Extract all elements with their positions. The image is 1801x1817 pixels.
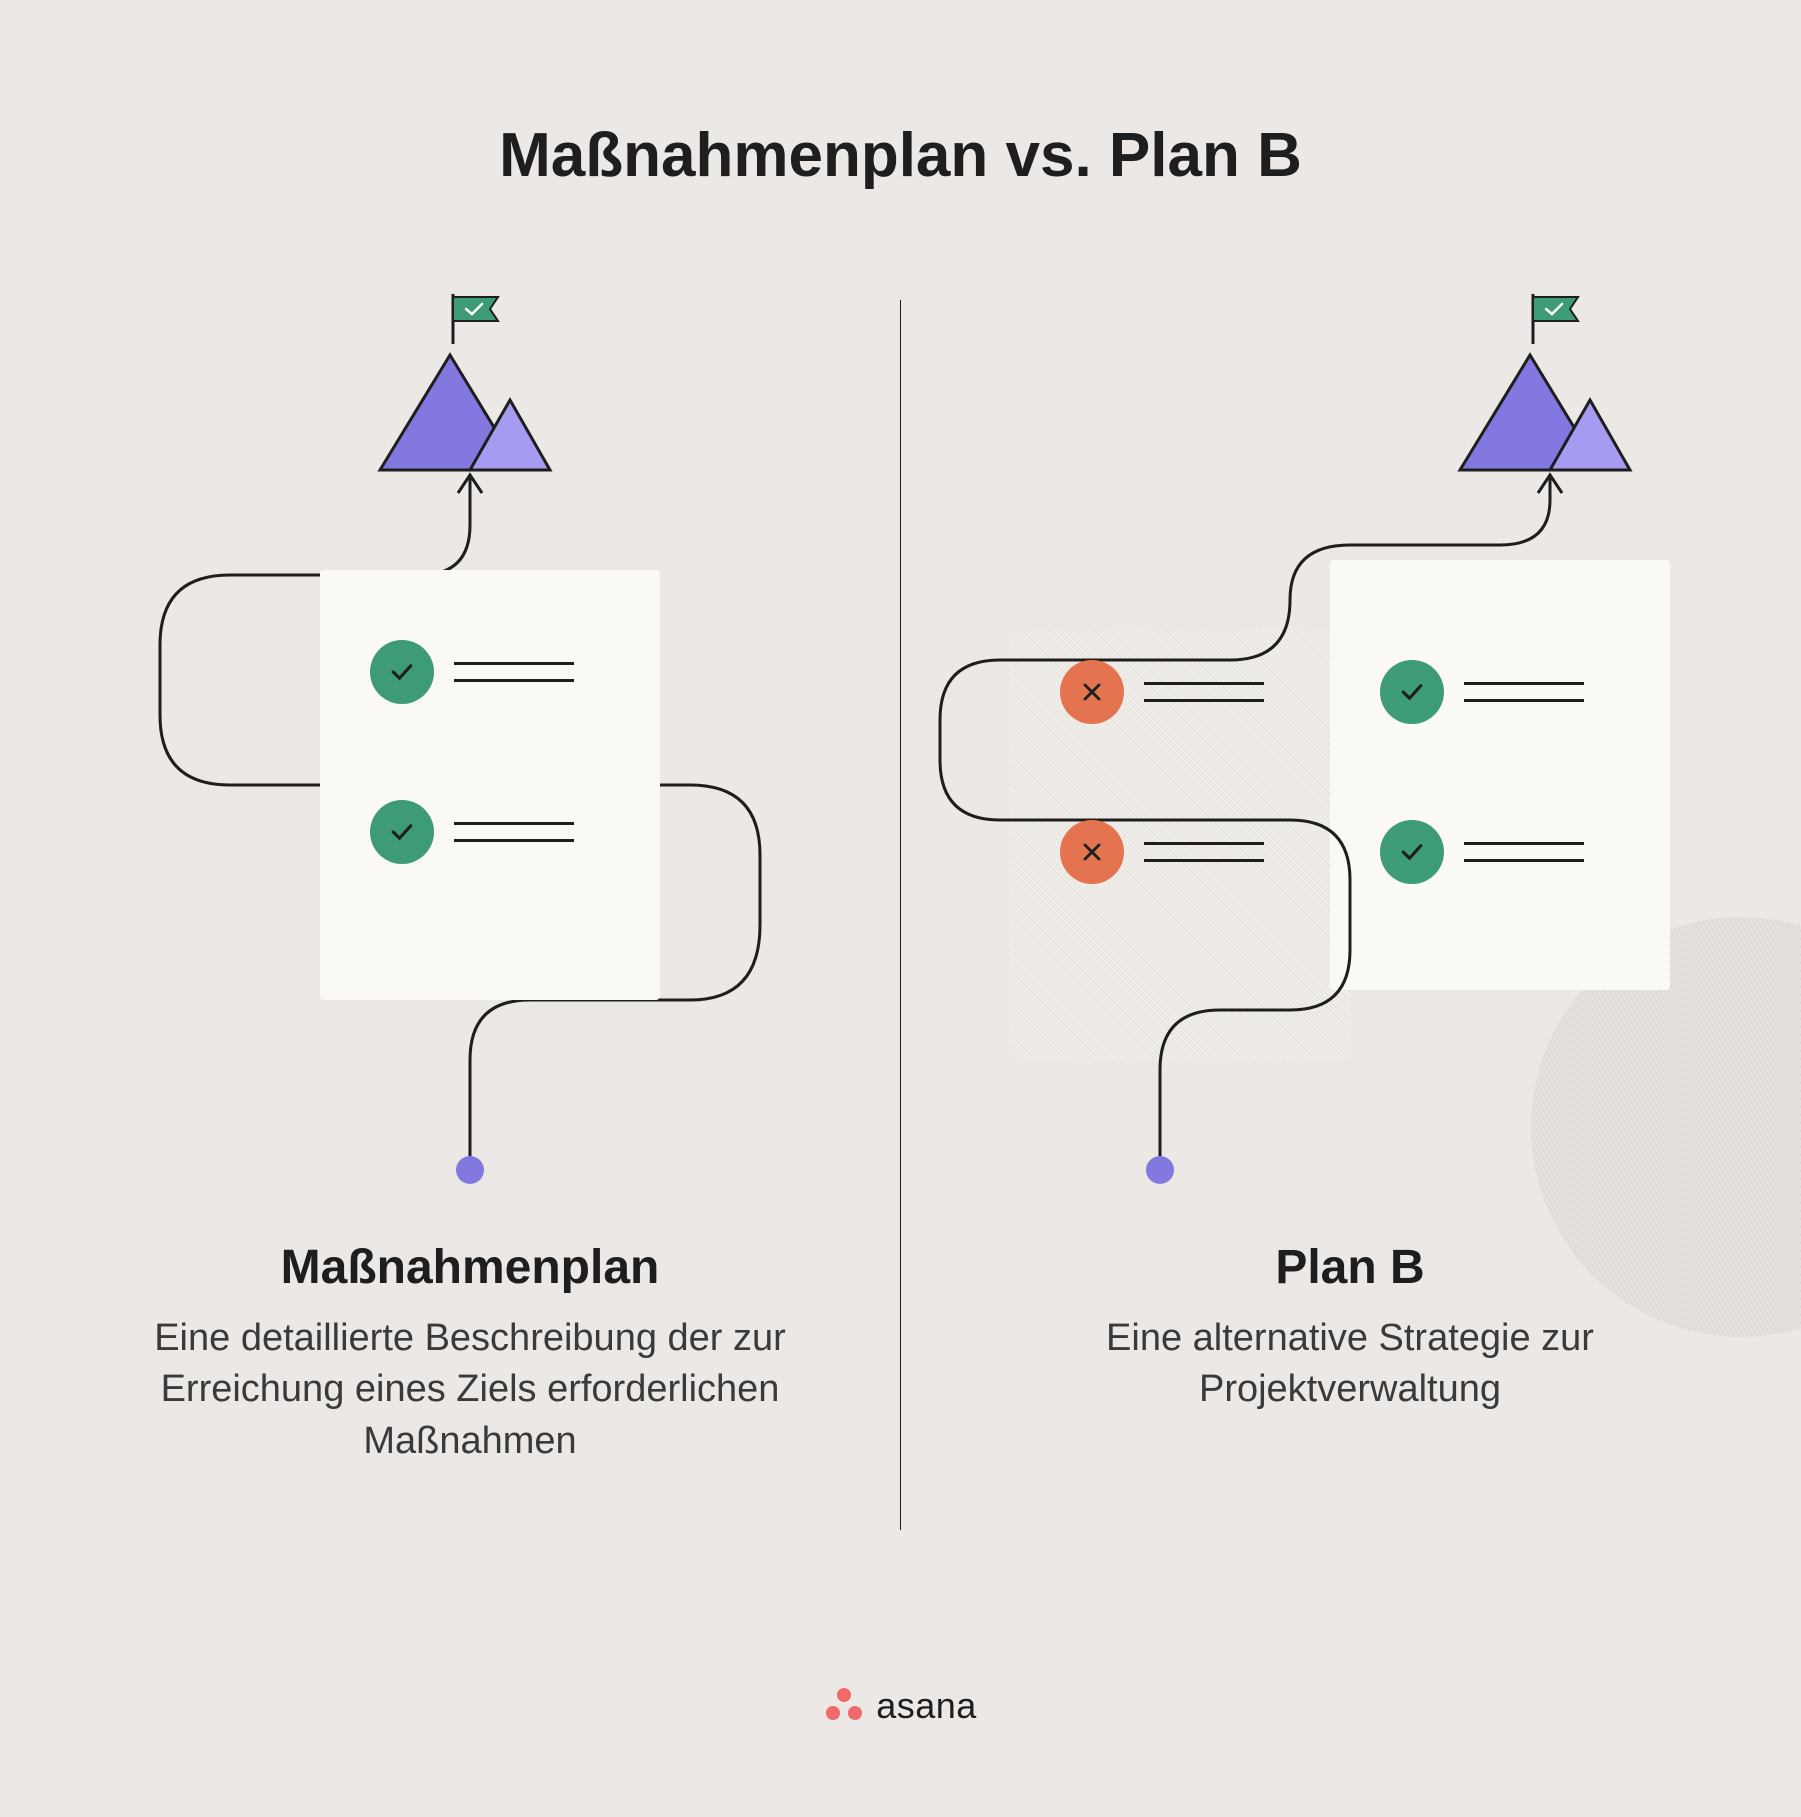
right-panel-title: Plan B <box>940 1240 1760 1295</box>
text-lines-icon <box>1144 842 1264 862</box>
flag-icon <box>1528 294 1588 344</box>
list-item <box>1060 820 1264 884</box>
cross-icon <box>1060 660 1124 724</box>
flag-icon <box>448 294 508 344</box>
mountain-icon <box>1440 330 1640 480</box>
check-icon <box>370 800 434 864</box>
list-item <box>370 800 574 864</box>
list-item <box>370 640 574 704</box>
left-panel: Maßnahmenplan Eine detaillierte Beschrei… <box>60 300 880 1530</box>
right-panel: Plan B Eine alternative Strategie zur Pr… <box>940 300 1760 1530</box>
text-lines-icon <box>1144 682 1264 702</box>
text-lines-icon <box>1464 682 1584 702</box>
center-divider <box>900 300 901 1530</box>
start-dot <box>456 1156 484 1184</box>
page-title: Maßnahmenplan vs. Plan B <box>0 120 1801 191</box>
cross-icon <box>1060 820 1124 884</box>
check-icon <box>1380 660 1444 724</box>
list-item <box>1380 660 1584 724</box>
right-illustration <box>940 300 1760 1200</box>
right-panel-desc: Eine alternative Strategie zur Projektve… <box>940 1313 1760 1416</box>
list-item <box>1060 660 1264 724</box>
asana-dots-icon <box>824 1686 864 1726</box>
left-illustration <box>60 300 880 1200</box>
check-icon <box>1380 820 1444 884</box>
text-lines-icon <box>454 822 574 842</box>
start-dot <box>1146 1156 1174 1184</box>
left-panel-title: Maßnahmenplan <box>60 1240 880 1295</box>
text-lines-icon <box>454 662 574 682</box>
list-item <box>1380 820 1584 884</box>
left-panel-desc: Eine detaillierte Beschreibung der zur E… <box>60 1313 880 1467</box>
check-icon <box>370 640 434 704</box>
card-left-1 <box>320 570 660 1000</box>
mountain-icon <box>360 330 560 480</box>
brand-text: asana <box>876 1685 977 1727</box>
brand-logo: asana <box>0 1685 1801 1727</box>
text-lines-icon <box>1464 842 1584 862</box>
